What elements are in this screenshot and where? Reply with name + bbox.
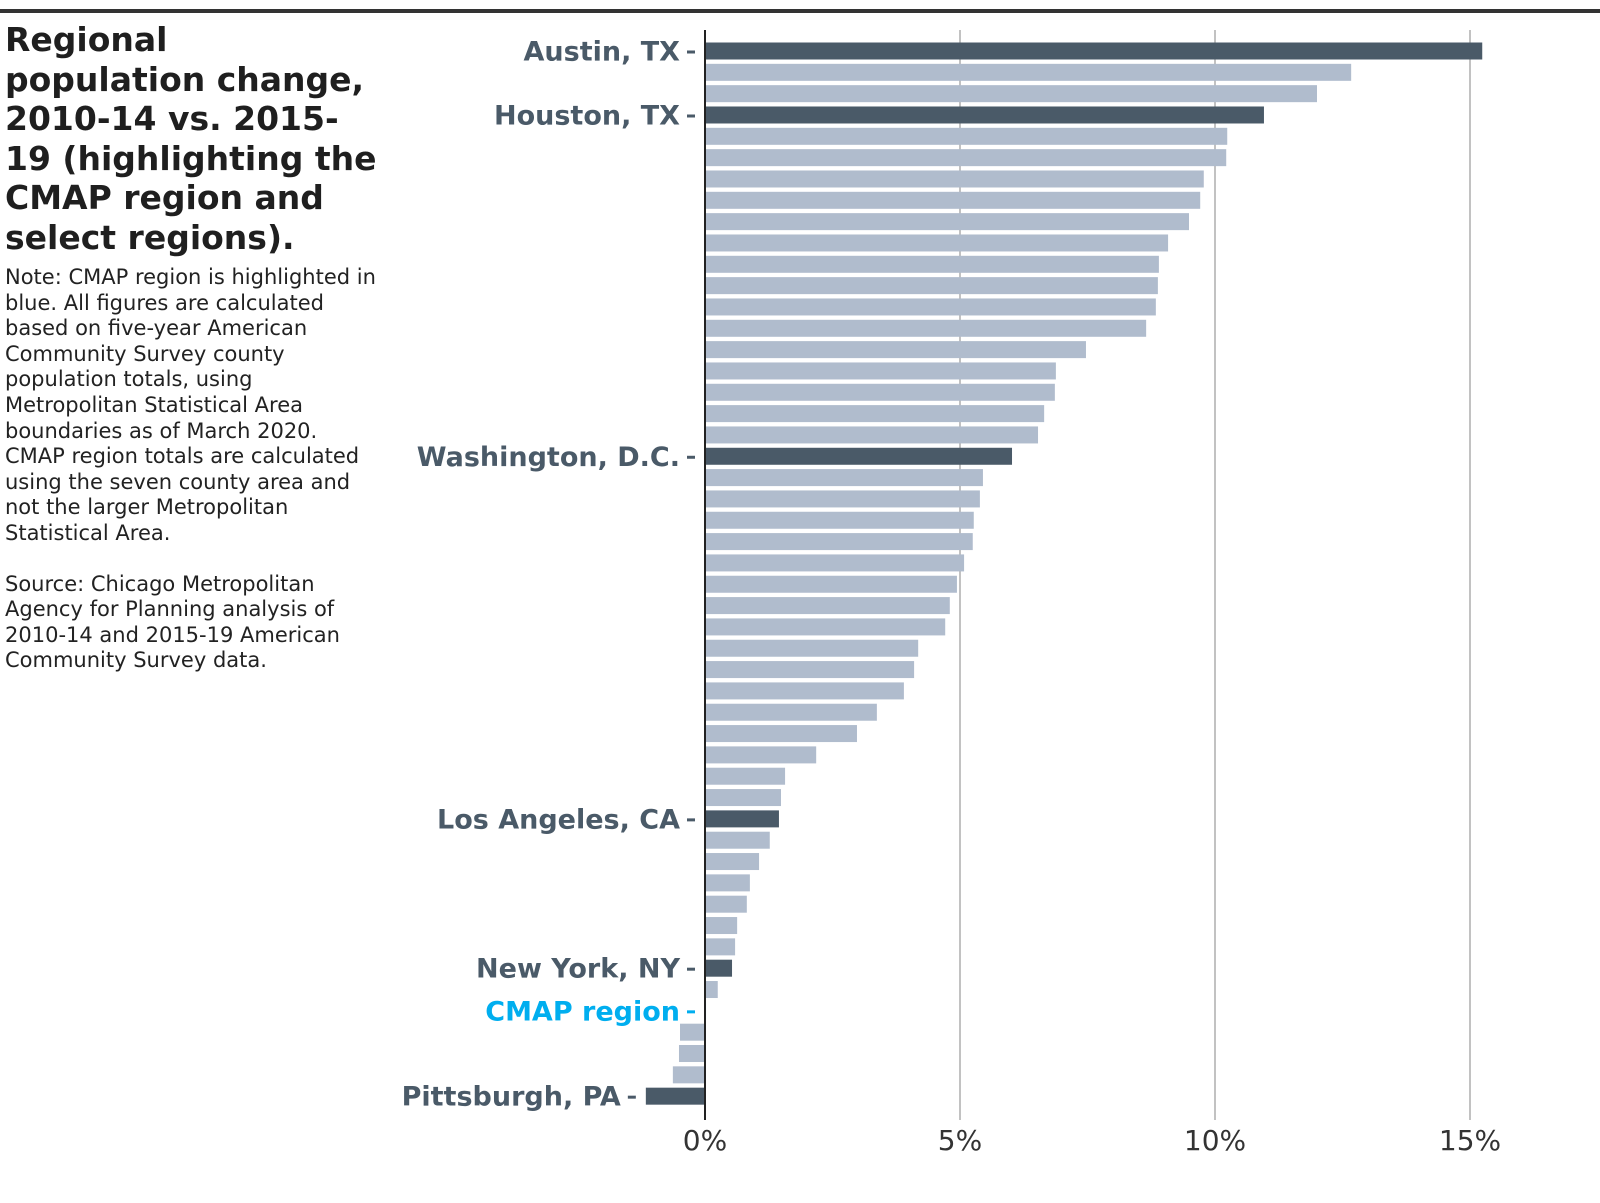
bar [705, 191, 1201, 209]
bar [672, 1066, 705, 1084]
y-tick-label: Los Angeles, CA [437, 804, 680, 835]
bar [705, 959, 733, 977]
bar [705, 341, 1086, 359]
bar [705, 981, 718, 999]
bar [705, 490, 980, 508]
bar [705, 63, 1352, 81]
bar [705, 255, 1159, 273]
bar [705, 661, 915, 679]
bar [705, 106, 1264, 124]
x-tick-label: 0% [683, 1124, 727, 1157]
bar [705, 917, 738, 935]
bar [705, 874, 750, 892]
bar [705, 405, 1045, 423]
x-tick-label: 5% [938, 1124, 982, 1157]
bar [705, 298, 1156, 316]
bar [678, 1045, 705, 1063]
bar [705, 426, 1039, 444]
bar [705, 575, 957, 593]
side-panel: Regional population change, 2010-14 vs. … [5, 20, 377, 699]
bar [705, 767, 786, 785]
bar [705, 831, 770, 849]
y-tick-label: New York, NY [476, 954, 680, 985]
y-tick-label: CMAP region [485, 996, 680, 1027]
bar [705, 746, 817, 764]
bar [705, 938, 736, 956]
bar [645, 1087, 705, 1105]
bar [705, 703, 877, 721]
note: Note: CMAP region is highlighted in blue… [5, 265, 376, 545]
y-tick-label: Pittsburgh, PA [402, 1082, 621, 1113]
bar [705, 639, 919, 657]
bar [705, 533, 973, 551]
bar [705, 127, 1228, 145]
bar [705, 554, 965, 572]
chart-title: Regional population change, 2010-14 vs. … [5, 20, 377, 257]
bar [705, 895, 747, 913]
bar [705, 170, 1204, 188]
bar [705, 85, 1317, 103]
source: Source: Chicago Metropolitan Agency for … [5, 571, 340, 673]
bar [705, 618, 946, 636]
bar [705, 447, 1013, 465]
y-tick-label: Houston, TX [494, 100, 680, 131]
y-tick-label: Austin, TX [524, 37, 681, 68]
bar [705, 362, 1056, 380]
bar [680, 1023, 705, 1041]
top-rule [0, 9, 1600, 13]
bar [705, 383, 1055, 401]
bar [705, 682, 904, 700]
bar [705, 469, 983, 487]
bar [705, 511, 974, 529]
bar [705, 319, 1147, 337]
bar [705, 213, 1189, 231]
bar [705, 149, 1227, 167]
y-tick-label: Washington, D.C. [417, 442, 680, 473]
x-tick-label: 15% [1439, 1124, 1501, 1157]
bar [705, 725, 857, 743]
bar [705, 810, 779, 828]
bar [705, 42, 1483, 60]
bar [705, 597, 950, 615]
bar [705, 277, 1158, 295]
bar [705, 789, 781, 807]
x-tick-label: 10% [1184, 1124, 1246, 1157]
bar [705, 234, 1169, 252]
bar [705, 853, 760, 871]
